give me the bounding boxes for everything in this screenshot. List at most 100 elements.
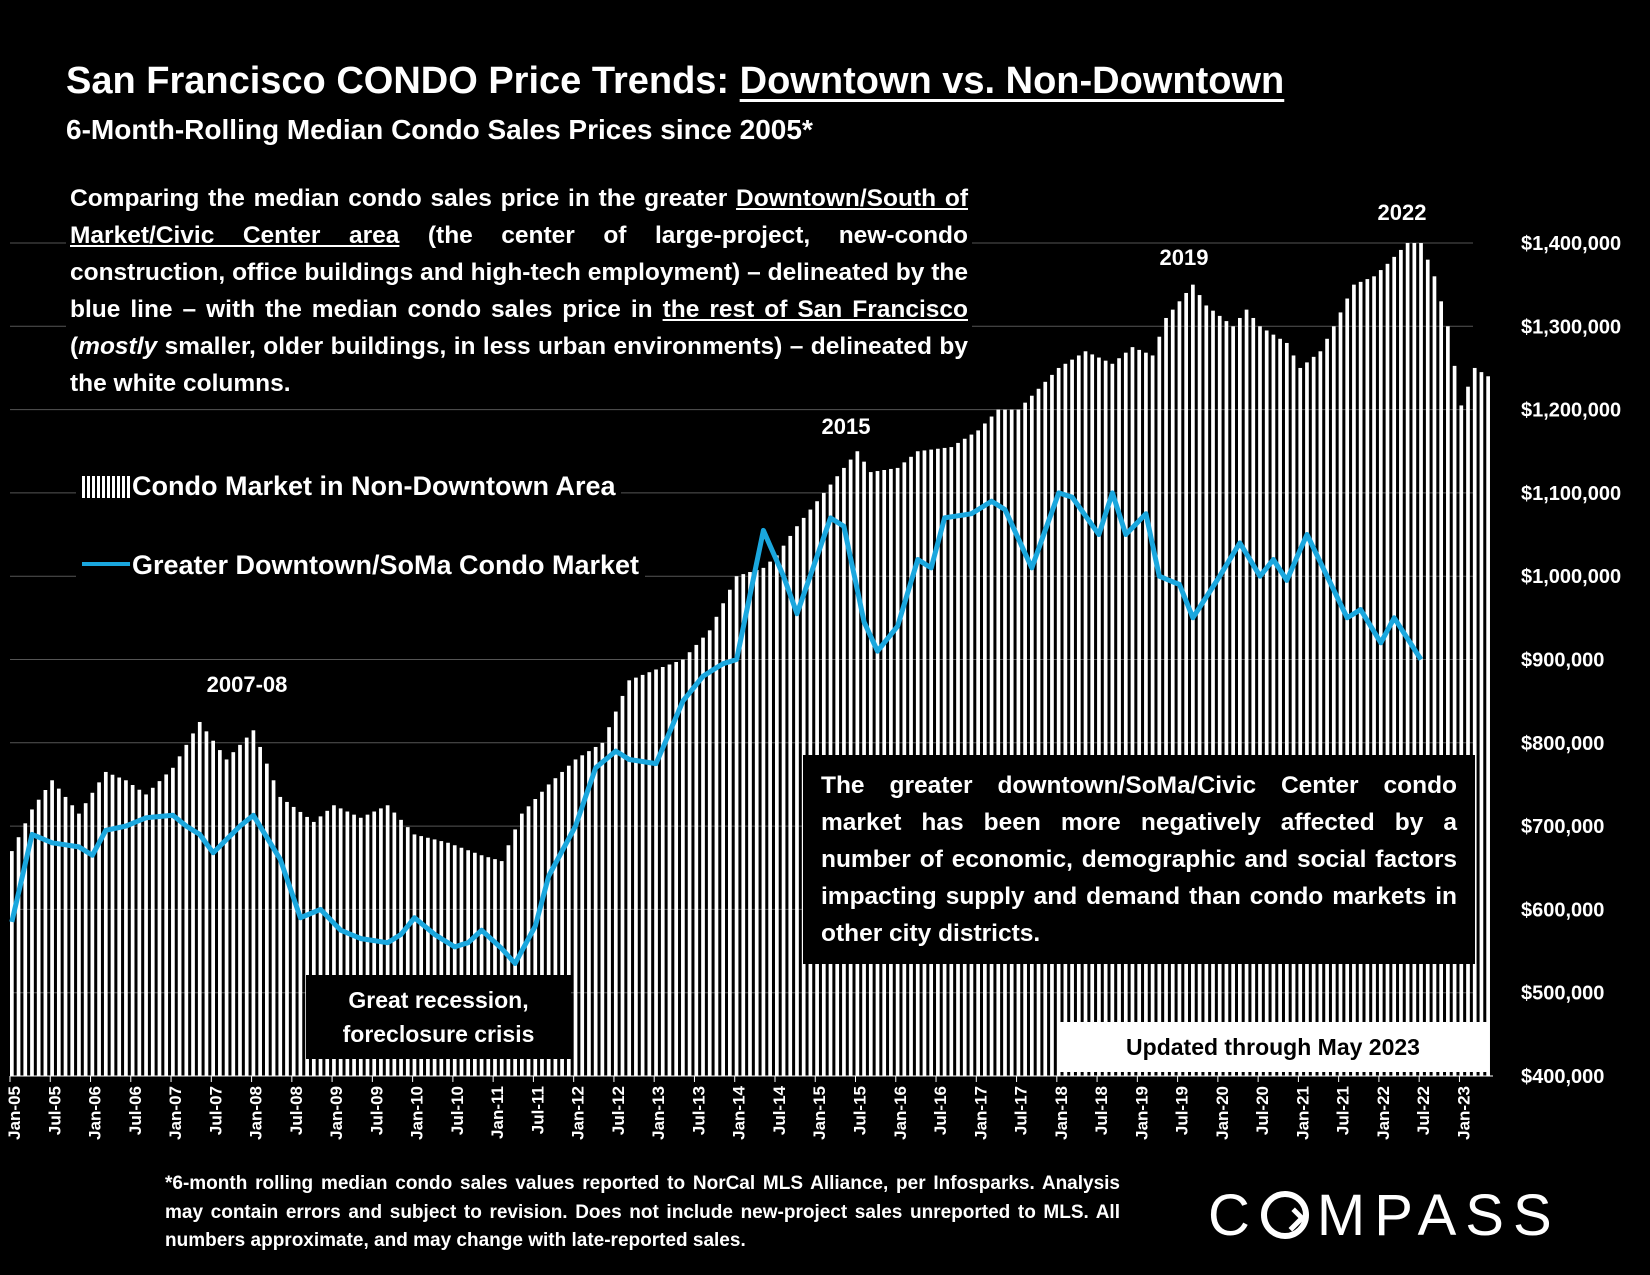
- bar: [1117, 358, 1121, 1077]
- desc-part-1: Comparing the median condo sales price i…: [70, 185, 737, 212]
- x-tick-label: Jan-09: [327, 1086, 346, 1140]
- bar: [1029, 395, 1034, 1077]
- bar: [1325, 338, 1329, 1076]
- bar: [352, 814, 356, 1076]
- bar: [271, 780, 276, 1076]
- bar: [781, 545, 786, 1076]
- bar: [56, 788, 61, 1076]
- bar: [466, 850, 470, 1076]
- bar: [399, 819, 403, 1076]
- logo-rest: MPASS: [1316, 1183, 1561, 1248]
- bar: [1184, 292, 1189, 1077]
- x-tick-label: Jul-19: [1173, 1086, 1192, 1135]
- title-underlined: Downtown vs. Non-Downtown: [739, 60, 1285, 102]
- bar: [1130, 347, 1135, 1077]
- bar: [640, 674, 645, 1076]
- bar: [1486, 376, 1490, 1076]
- x-tick-label: Jul-06: [126, 1086, 145, 1135]
- bar: [1231, 326, 1235, 1076]
- bar: [244, 737, 249, 1076]
- annotation-2007-08: 2007-08: [207, 672, 288, 697]
- bar: [130, 785, 135, 1076]
- bar: [687, 652, 692, 1076]
- bar: [1432, 276, 1437, 1076]
- bar: [1097, 357, 1101, 1076]
- description-text: Comparing the median condo sales price i…: [66, 178, 972, 404]
- bar: [446, 842, 450, 1076]
- bar: [197, 721, 202, 1076]
- bar: [1063, 363, 1068, 1076]
- bar: [1083, 351, 1088, 1076]
- bar: [1298, 367, 1303, 1076]
- x-tick-label: Jul-21: [1334, 1086, 1353, 1135]
- bar: [278, 796, 283, 1076]
- x-tick-label: Jan-23: [1454, 1086, 1473, 1140]
- bar: [432, 839, 437, 1076]
- annotation-2015: 2015: [822, 414, 871, 439]
- x-axis: Jan-05 Jul-05 Jan-06 Jul-06 Jan-07 Jul-07 Jan-…: [5, 1075, 1493, 1140]
- y-tick-label: $500,000: [1521, 983, 1604, 1005]
- bar: [513, 829, 517, 1076]
- bar: [83, 803, 88, 1076]
- bar: [1284, 342, 1289, 1077]
- bar: [983, 423, 987, 1077]
- bar-series-non-downtown: [10, 243, 1490, 1077]
- y-tick-label: $1,000,000: [1521, 566, 1621, 588]
- bar: [1331, 326, 1336, 1076]
- bar: [157, 781, 162, 1076]
- bar: [1050, 374, 1054, 1076]
- bar: [1164, 317, 1168, 1077]
- bar: [177, 756, 182, 1076]
- bar: [573, 759, 578, 1076]
- bar: [218, 750, 222, 1076]
- bar: [707, 630, 712, 1076]
- bar: [1217, 315, 1222, 1076]
- bar: [593, 746, 598, 1076]
- x-tick-label: Jan-07: [166, 1086, 185, 1140]
- bar: [1016, 409, 1021, 1077]
- bar: [1036, 388, 1041, 1076]
- x-tick-label: Jan-21: [1293, 1086, 1312, 1140]
- bar: [1137, 349, 1142, 1076]
- bar: [1479, 372, 1484, 1076]
- bar: [795, 526, 799, 1076]
- bar: [546, 784, 551, 1076]
- recession-line-2: foreclosure crisis: [342, 1021, 535, 1047]
- bar: [97, 782, 101, 1076]
- desc-underline-1: Downtown/South of Market/Civic Center ar…: [70, 185, 968, 249]
- bar: [305, 816, 309, 1076]
- x-tick-label: Jan-12: [569, 1086, 588, 1140]
- bar: [1224, 321, 1229, 1077]
- bar: [1412, 243, 1417, 1076]
- bar: [607, 727, 611, 1076]
- bar: [144, 794, 148, 1076]
- x-tick-label: Jan-22: [1374, 1086, 1393, 1140]
- y-tick-label: $400,000: [1521, 1066, 1604, 1088]
- bar: [761, 567, 766, 1076]
- bar: [251, 730, 256, 1076]
- bar: [265, 763, 269, 1077]
- bar: [204, 731, 209, 1076]
- bar: [1378, 270, 1383, 1076]
- bar: [36, 799, 41, 1076]
- bar: [1197, 295, 1202, 1076]
- x-tick-label: Jan-06: [86, 1086, 105, 1140]
- legend-bars-label: Condo Market in Non-Downtown Area: [132, 471, 616, 501]
- bar: [1177, 301, 1182, 1076]
- legend-line: Greater Downtown/SoMa Condo Market: [76, 548, 646, 583]
- x-tick-label: Jul-20: [1253, 1086, 1272, 1135]
- x-tick-label: Jan-19: [1132, 1086, 1151, 1140]
- x-tick-label: Jan-14: [730, 1085, 749, 1139]
- desc-part-2: (the center of large-project, new-condo …: [70, 222, 968, 323]
- x-tick-label: Jul-10: [448, 1086, 467, 1135]
- x-tick-label: Jul-17: [1012, 1086, 1031, 1135]
- bar: [1372, 276, 1376, 1076]
- bar: [499, 861, 504, 1076]
- bar: [285, 801, 289, 1076]
- bar: [43, 790, 48, 1076]
- bar: [788, 535, 793, 1076]
- bar: [587, 751, 591, 1076]
- x-tick-label: Jul-12: [609, 1086, 628, 1135]
- bar: [103, 771, 108, 1076]
- legend-line-swatch: [82, 562, 130, 566]
